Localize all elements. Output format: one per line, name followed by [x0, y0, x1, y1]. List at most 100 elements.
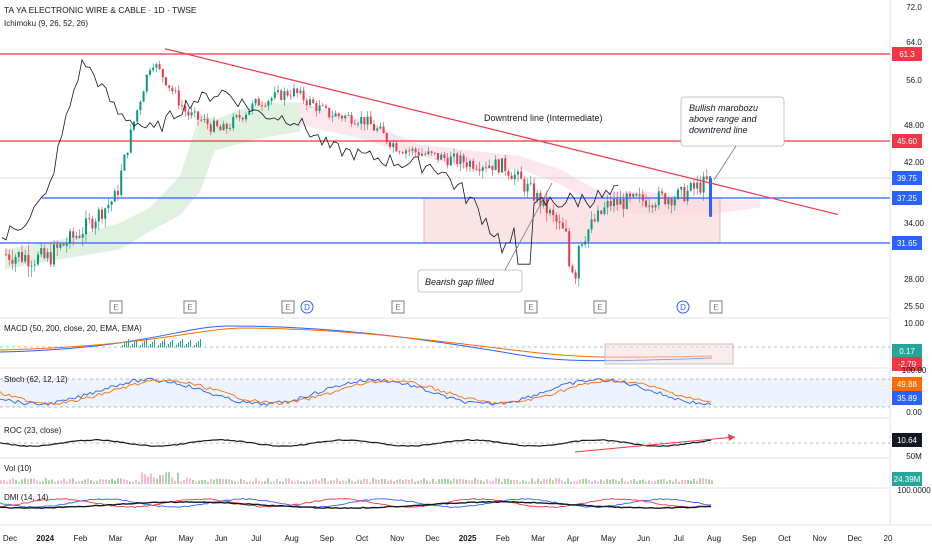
volume-bar [708, 479, 710, 484]
volume-bar [117, 478, 119, 484]
candle-body [299, 90, 302, 94]
earnings-marker[interactable] [709, 300, 723, 314]
roc-line [0, 438, 712, 448]
volume-bar [639, 479, 641, 484]
volume-bar [660, 479, 662, 484]
candle-body [81, 234, 84, 238]
marubozu-candle[interactable] [709, 178, 712, 217]
volume-bar [198, 480, 200, 484]
candle-body [149, 70, 151, 75]
macd-histogram-bar [142, 343, 143, 348]
marubozu-callout-box [680, 96, 785, 147]
volume-bar [291, 480, 293, 484]
candle-body [312, 99, 315, 104]
candle-body [654, 205, 657, 208]
candle-body [328, 107, 331, 118]
earnings-marker[interactable] [524, 300, 538, 314]
volume-bar [669, 479, 671, 484]
candle-body [366, 116, 369, 125]
volume-bar [318, 480, 320, 484]
volume-bar [711, 480, 713, 484]
volume-bar [66, 481, 68, 484]
volume-bar [432, 478, 434, 484]
candle-body [645, 200, 647, 207]
volume-bar [630, 480, 632, 484]
macd-histogram-bar [190, 340, 191, 348]
candle-body [373, 124, 375, 131]
candle-body [462, 155, 465, 163]
candle-body [174, 90, 177, 92]
candle-body [280, 90, 283, 101]
stoch-d-value: 35.89 [897, 394, 918, 403]
volume-bar [390, 479, 392, 484]
roc-value: 10.64 [897, 436, 918, 445]
volume-bar [120, 478, 122, 484]
candle-body [245, 114, 247, 120]
candle-body [235, 115, 238, 117]
candle-body [571, 266, 574, 273]
candle-body [88, 218, 91, 220]
volume-bar [396, 479, 398, 484]
candle-body [446, 158, 449, 166]
x-tick-label: Apr [145, 534, 158, 543]
volume-bar [384, 479, 386, 484]
volume-bar [492, 480, 494, 484]
x-tick-label: Dec [3, 534, 17, 543]
candle-body [555, 215, 558, 222]
earnings-marker[interactable] [593, 300, 607, 314]
marubozu-annotation: above range and [689, 114, 758, 124]
volume-bar [69, 478, 71, 484]
candle-body [145, 74, 148, 92]
volume-bar [90, 480, 92, 484]
volume-bar [465, 479, 467, 484]
volume-bar [333, 480, 335, 484]
candle-body [609, 201, 612, 207]
candle-body [40, 248, 43, 255]
volume-bar [582, 478, 584, 484]
earnings-marker[interactable] [109, 300, 123, 314]
stoch-k-value-badge [892, 377, 922, 391]
downtrend-line[interactable] [164, 48, 839, 216]
candle-body [603, 207, 606, 214]
dividend-marker[interactable] [300, 300, 314, 314]
candle-body [558, 221, 561, 223]
stoch-d-value-badge [892, 391, 922, 405]
candle-body [539, 192, 542, 206]
x-tick-label: Jun [637, 534, 650, 543]
volume-bar [54, 481, 56, 484]
volume-bar [309, 481, 311, 484]
candle-body [181, 105, 183, 107]
earnings-marker[interactable] [281, 300, 295, 314]
candle-body [53, 244, 55, 265]
earnings-marker[interactable] [391, 300, 405, 314]
candle-body [606, 201, 609, 208]
volume-bar [393, 481, 395, 484]
candle-body [405, 150, 407, 154]
volume-bar [516, 479, 518, 484]
volume-bar [549, 478, 551, 484]
volume-bar [387, 480, 389, 484]
macd-histogram-bar [128, 339, 129, 348]
x-tick-label: Aug [284, 534, 298, 543]
earnings-marker[interactable] [183, 300, 197, 314]
dividend-marker[interactable] [676, 300, 690, 314]
candle-body [139, 101, 142, 111]
x-tick-label: Sep [742, 534, 757, 543]
volume-bar [486, 479, 488, 484]
candle-body [334, 113, 337, 117]
candle-body [222, 123, 225, 131]
price-tick-label: 25.50 [904, 302, 925, 311]
adx-line [0, 500, 712, 510]
volume-bar [363, 478, 365, 484]
volume-bar [588, 479, 590, 484]
volume-bar [213, 479, 215, 484]
gap-callout-box [417, 269, 523, 293]
volume-bar [354, 481, 356, 484]
candle-body [430, 151, 433, 153]
candle-body [379, 126, 382, 129]
macd-histogram-bar [138, 347, 139, 348]
volume-bar [423, 478, 425, 484]
volume-bar [132, 481, 134, 484]
